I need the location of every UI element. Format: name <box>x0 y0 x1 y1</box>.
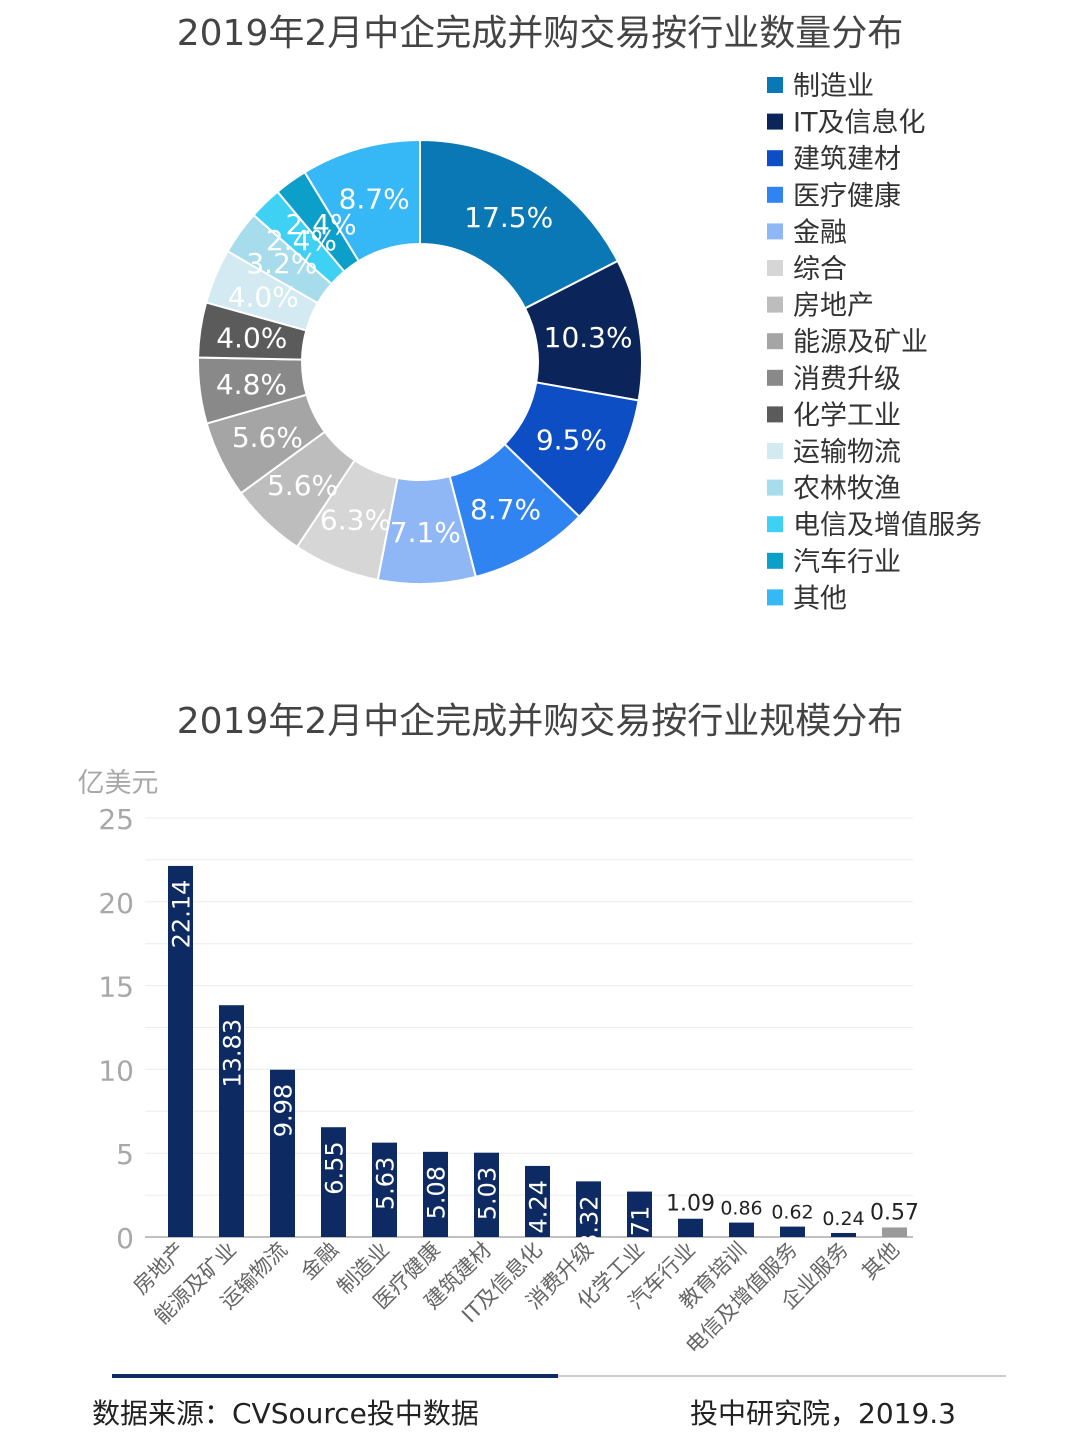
legend-swatch-5 <box>767 223 783 240</box>
y-tick-label: 5 <box>116 1138 134 1171</box>
legend-label-1: 制造业 <box>793 71 874 102</box>
bar-value-label-4: 6.55 <box>321 1141 349 1194</box>
legend-label-14: 汽车行业 <box>793 547 901 578</box>
footer-divider-light <box>558 1375 1006 1377</box>
legend-swatch-4 <box>767 186 783 203</box>
donut-slice-label-5: 7.1% <box>390 516 461 549</box>
bar-value-label-14: 0.24 <box>822 1208 864 1230</box>
donut-slice-15 <box>303 138 421 263</box>
footer-divider-dark <box>112 1374 558 1378</box>
donut-slice-label-1: 17.5% <box>464 201 553 234</box>
bar-9 <box>576 1181 601 1237</box>
legend-swatch-10 <box>767 406 783 423</box>
donut-slice-label-15: 8.7% <box>339 182 410 215</box>
donut-slice-label-4: 8.7% <box>470 493 541 526</box>
bar-value-label-2: 13.83 <box>219 1019 247 1088</box>
bar-3 <box>270 1069 295 1237</box>
bar-value-label-6: 5.08 <box>423 1166 451 1219</box>
bar-13 <box>780 1226 805 1237</box>
donut-slice-label-8: 5.6% <box>232 421 303 454</box>
donut-slice-label-14: 2.4% <box>285 208 356 241</box>
donut-slice-label-12: 3.2% <box>246 247 317 280</box>
donut-slice-label-3: 9.5% <box>536 423 607 456</box>
bar-4 <box>321 1127 346 1237</box>
credit-text: 投中研究院，2019.3 <box>690 1397 956 1430</box>
y-tick-label: 0 <box>116 1222 134 1255</box>
legend-swatch-13 <box>767 516 783 533</box>
donut-slice-label-6: 6.3% <box>320 503 391 536</box>
bar-value-label-7: 5.03 <box>474 1167 502 1220</box>
legend-label-13: 电信及增值服务 <box>793 510 982 541</box>
bar-value-label-13: 0.62 <box>771 1202 813 1224</box>
legend-label-5: 金融 <box>793 217 847 248</box>
x-category-label-15: 其他 <box>857 1238 904 1285</box>
legend-label-8: 能源及矿业 <box>793 327 928 358</box>
bar-value-label-15: 0.57 <box>870 1200 919 1225</box>
legend-label-9: 消费升级 <box>793 364 901 395</box>
legend-label-11: 运输物流 <box>793 437 901 468</box>
legend-label-7: 房地产 <box>793 291 874 322</box>
legend-label-15: 其他 <box>793 583 847 614</box>
legend-swatch-14 <box>767 552 783 569</box>
bar-chart: 亿美元 0 5 10 15 20 25 22.14 13.83 9.98 6.55 5.63 5.0… <box>78 768 919 1358</box>
legend-swatch-8 <box>767 333 783 350</box>
legend-swatch-1 <box>767 77 783 93</box>
legend-swatch-9 <box>767 369 783 386</box>
bar-11 <box>678 1218 703 1237</box>
bar-6 <box>423 1151 448 1237</box>
legend-label-12: 农林牧渔 <box>793 474 901 505</box>
bar-value-label-10: 2.71 <box>627 1206 655 1259</box>
bar-15 <box>882 1227 907 1237</box>
y-tick-label: 25 <box>98 803 134 836</box>
legend-swatch-7 <box>767 296 783 313</box>
legend-swatch-15 <box>767 589 783 606</box>
donut-slice-label-2: 10.3% <box>544 321 633 354</box>
bar-value-label-5: 5.63 <box>372 1157 400 1210</box>
donut-slice-label-9: 4.8% <box>216 368 287 401</box>
data-source-text: 数据来源：CVSource投中数据 <box>92 1397 479 1430</box>
legend-swatch-11 <box>767 443 783 459</box>
legend-label-10: 化学工业 <box>793 400 901 431</box>
bar-5 <box>372 1142 397 1237</box>
donut-slice-label-10: 4.0% <box>216 321 287 354</box>
bar-1 <box>168 865 193 1237</box>
donut-slice-1 <box>419 138 620 310</box>
legend-label-3: 建筑建材 <box>793 144 901 175</box>
legend-label-6: 综合 <box>793 254 847 285</box>
bar-value-label-1: 22.14 <box>168 880 196 949</box>
bar-chart-title: 2019年2月中企完成并购交易按行业规模分布 <box>176 701 904 742</box>
bar-value-label-9: 3.32 <box>576 1195 604 1248</box>
legend-swatch-2 <box>767 113 783 130</box>
legend-label-4: 医疗健康 <box>793 181 901 212</box>
donut-chart-title: 2019年2月中企完成并购交易按行业数量分布 <box>176 13 904 54</box>
bar-value-label-11: 1.09 <box>666 1192 715 1217</box>
donut-slice-label-11: 4.0% <box>228 280 299 313</box>
bar-8 <box>525 1165 550 1237</box>
legend-swatch-3 <box>767 150 783 167</box>
y-axis-label: 亿美元 <box>78 768 159 799</box>
y-tick-label: 10 <box>98 1054 134 1087</box>
donut-slice-label-7: 5.6% <box>267 469 338 502</box>
bar-7 <box>474 1152 499 1237</box>
y-tick-label: 20 <box>98 887 134 920</box>
y-tick-label: 15 <box>98 971 134 1004</box>
legend-swatch-12 <box>767 479 783 496</box>
legend-label-2: IT及信息化 <box>793 108 925 139</box>
donut-slice-label-13: 2.4% <box>266 224 337 257</box>
donut-chart: 17.5%10.3%9.5%8.7%7.1%6.3%5.6%5.6%4.8%4.… <box>197 71 982 614</box>
bar-value-label-8: 4.24 <box>525 1180 553 1233</box>
bar-value-label-12: 0.86 <box>720 1198 762 1220</box>
bar-value-label-3: 9.98 <box>270 1084 298 1137</box>
bar-14 <box>831 1232 856 1237</box>
bar-12 <box>729 1222 754 1237</box>
legend-swatch-6 <box>767 260 783 276</box>
bar-10 <box>627 1191 652 1237</box>
bar-2 <box>219 1005 244 1237</box>
